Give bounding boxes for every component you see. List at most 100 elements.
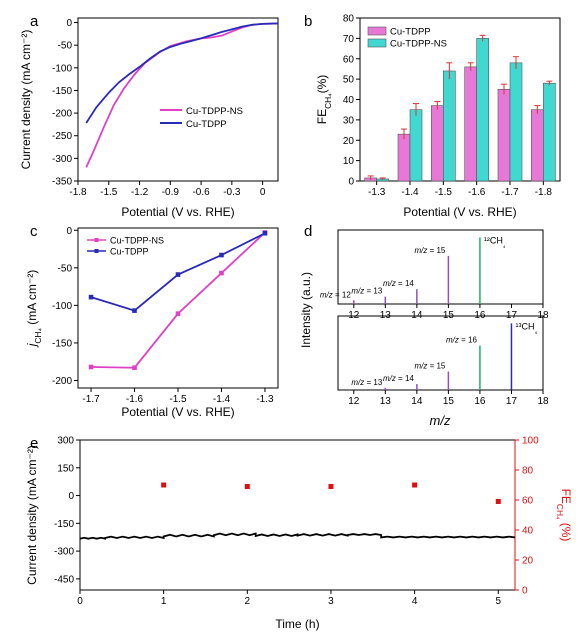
peak-d-label: m/z = 13	[351, 287, 382, 296]
fe-point-e	[244, 484, 250, 489]
current-trace-e	[79, 532, 516, 540]
panel-e-ylabel-right: FECH₄ (%)	[555, 489, 573, 542]
panel-b-ytick-label: 10	[343, 156, 355, 167]
panel-e-ytick-label: -450	[54, 574, 74, 585]
peak-d-label: m/z = 15	[414, 246, 445, 255]
panel-e-xtick-label: 3	[328, 596, 334, 607]
panel-b-ytick-label: 70	[343, 34, 355, 45]
panel-c-letter: c	[30, 223, 38, 240]
point-c-Cu-TDPP	[262, 230, 268, 236]
panel-c-ytick-label: 0	[66, 226, 72, 237]
panel-e-ylabel: Current density (mA cm⁻²)	[25, 445, 39, 585]
panel-c-ytick-label: -50	[58, 263, 73, 274]
fe-point-e	[412, 482, 418, 488]
panel-d-xtick-label: 17	[506, 396, 518, 407]
panel-c-ytick-label: -200	[52, 376, 72, 387]
legend-a-label: Cu-TDPP-NS	[186, 106, 243, 117]
panel-b-ytick-label: 60	[343, 54, 355, 65]
panel-d-frame	[337, 315, 544, 391]
point-c-Cu-TDPP-NS	[88, 364, 94, 370]
point-c-Cu-TDPP	[88, 294, 94, 300]
panel-e-xtick-label: 5	[495, 596, 501, 607]
legend-b-swatch	[367, 38, 387, 48]
peak-d-label: m/z = 15	[414, 362, 445, 371]
line-a-Cu-TDPP-NS	[85, 22, 279, 168]
panel-a-xtick-label: -1.8	[69, 187, 87, 198]
panel-c-xtick-label: -1.6	[126, 394, 144, 405]
point-c-Cu-TDPP-NS	[219, 270, 224, 276]
line-a-Cu-TDPP	[85, 22, 279, 124]
panel-a-xtick-label: 0	[260, 187, 266, 198]
panel-e-ytick-right-label: 40	[522, 526, 534, 537]
panel-a-xtick-label: -1.5	[100, 187, 118, 198]
panel-a-xtick-label: -1.2	[131, 187, 149, 198]
panel-b-letter: b	[304, 13, 312, 30]
panel-b-xtick-label: -1.3	[368, 187, 386, 198]
panel-e-xtick-label: 4	[412, 596, 418, 607]
panel-b-xtick-label: -1.6	[468, 187, 486, 198]
peak-d-label: m/z = 14	[383, 374, 414, 383]
panel-c-ytick-label: -150	[52, 338, 72, 349]
panel-c-ylabel: jCH₄ (mA cm⁻²)	[25, 270, 43, 349]
legend-c-marker	[94, 238, 99, 242]
bar-b-Cu-TDPP	[464, 66, 477, 182]
legend-c-label: Cu-TDPP	[110, 247, 149, 257]
panel-e-ytick-right-label: 100	[522, 436, 539, 447]
panel-d-xtick-label: 13	[380, 310, 392, 321]
panel-e-ytick-right-label: 20	[522, 556, 534, 567]
panel-d-xtick-label: 18	[537, 396, 549, 407]
legend-a-label: Cu-TDPP	[186, 119, 227, 130]
bar-b-Cu-TDPP-NS	[409, 109, 423, 182]
panel-d-ylabel: Intensity (a.u.)	[299, 272, 313, 348]
bar-b-Cu-TDPP-NS	[443, 70, 456, 182]
bar-b-Cu-TDPP-NS	[543, 82, 556, 182]
panel-a-xtick-label: -0.9	[162, 187, 180, 198]
point-c-Cu-TDPP	[219, 252, 224, 258]
panel-a-ytick-label: -200	[52, 109, 72, 120]
panel-d-xtick-label: 14	[411, 396, 423, 407]
bar-b-Cu-TDPP	[397, 133, 411, 182]
panel-a-frame	[77, 17, 279, 182]
panel-d-xtick-label: 15	[443, 310, 455, 321]
panel-b-xtick-label: -1.8	[535, 187, 553, 198]
panel-a-ytick-label: -350	[52, 177, 72, 188]
panel-e-ytick-label: 0	[68, 491, 74, 502]
panel-b-ytick-label: 20	[343, 136, 355, 147]
panel-b-xtick-label: -1.5	[435, 187, 453, 198]
panel-d-xtick-label: 14	[411, 310, 423, 321]
panel-b-ytick-label: 80	[343, 14, 355, 25]
panel-d-xlabel: m/z	[430, 413, 451, 428]
fe-point-e	[328, 484, 334, 489]
panel-d-xtick-label: 12	[348, 310, 360, 321]
panel-a-ytick-label: -300	[52, 154, 72, 165]
panel-d-xtick-label: 16	[474, 310, 486, 321]
panel-e-ytick-label: 150	[57, 463, 74, 474]
panel-e-ytick-right-label: 80	[522, 466, 534, 477]
panel-c-frame	[77, 227, 279, 389]
panel-a-xlabel: Potential (V vs. RHE)	[121, 205, 234, 219]
panel-b-ytick-label: 30	[343, 115, 355, 126]
peak-d-label: m/z = 16	[446, 336, 477, 345]
panel-d-letter: d	[304, 223, 312, 240]
panel-c-xtick-label: -1.5	[169, 394, 187, 405]
panel-c-ytick-label: -100	[52, 301, 72, 312]
point-c-Cu-TDPP	[132, 308, 137, 313]
panel-e-ytick-label: -300	[54, 547, 74, 558]
peak-d-label: m/z = 12	[320, 290, 351, 299]
fe-point-e	[161, 482, 167, 488]
panel-d-xtick-label: 16	[474, 396, 486, 407]
species-d-label: ¹²CH₄	[484, 235, 506, 249]
peak-d-label: m/z = 14	[383, 279, 414, 288]
panel-a-letter: a	[30, 13, 39, 30]
panel-b-ylabel: FECH₄(%)	[315, 75, 333, 125]
panel-c-xtick-label: -1.3	[256, 394, 274, 405]
panel-a-ytick-label: -100	[52, 63, 72, 74]
panel-a-ytick-label: -150	[52, 86, 72, 97]
panel-b-ytick-label: 0	[348, 177, 354, 188]
bar-b-Cu-TDPP-NS	[476, 38, 489, 182]
panel-d-xtick-label: 12	[348, 396, 360, 407]
bar-b-Cu-TDPP	[431, 105, 444, 182]
legend-b-label: Cu-TDPP	[390, 27, 431, 38]
panel-c-xtick-label: -1.4	[213, 394, 231, 405]
